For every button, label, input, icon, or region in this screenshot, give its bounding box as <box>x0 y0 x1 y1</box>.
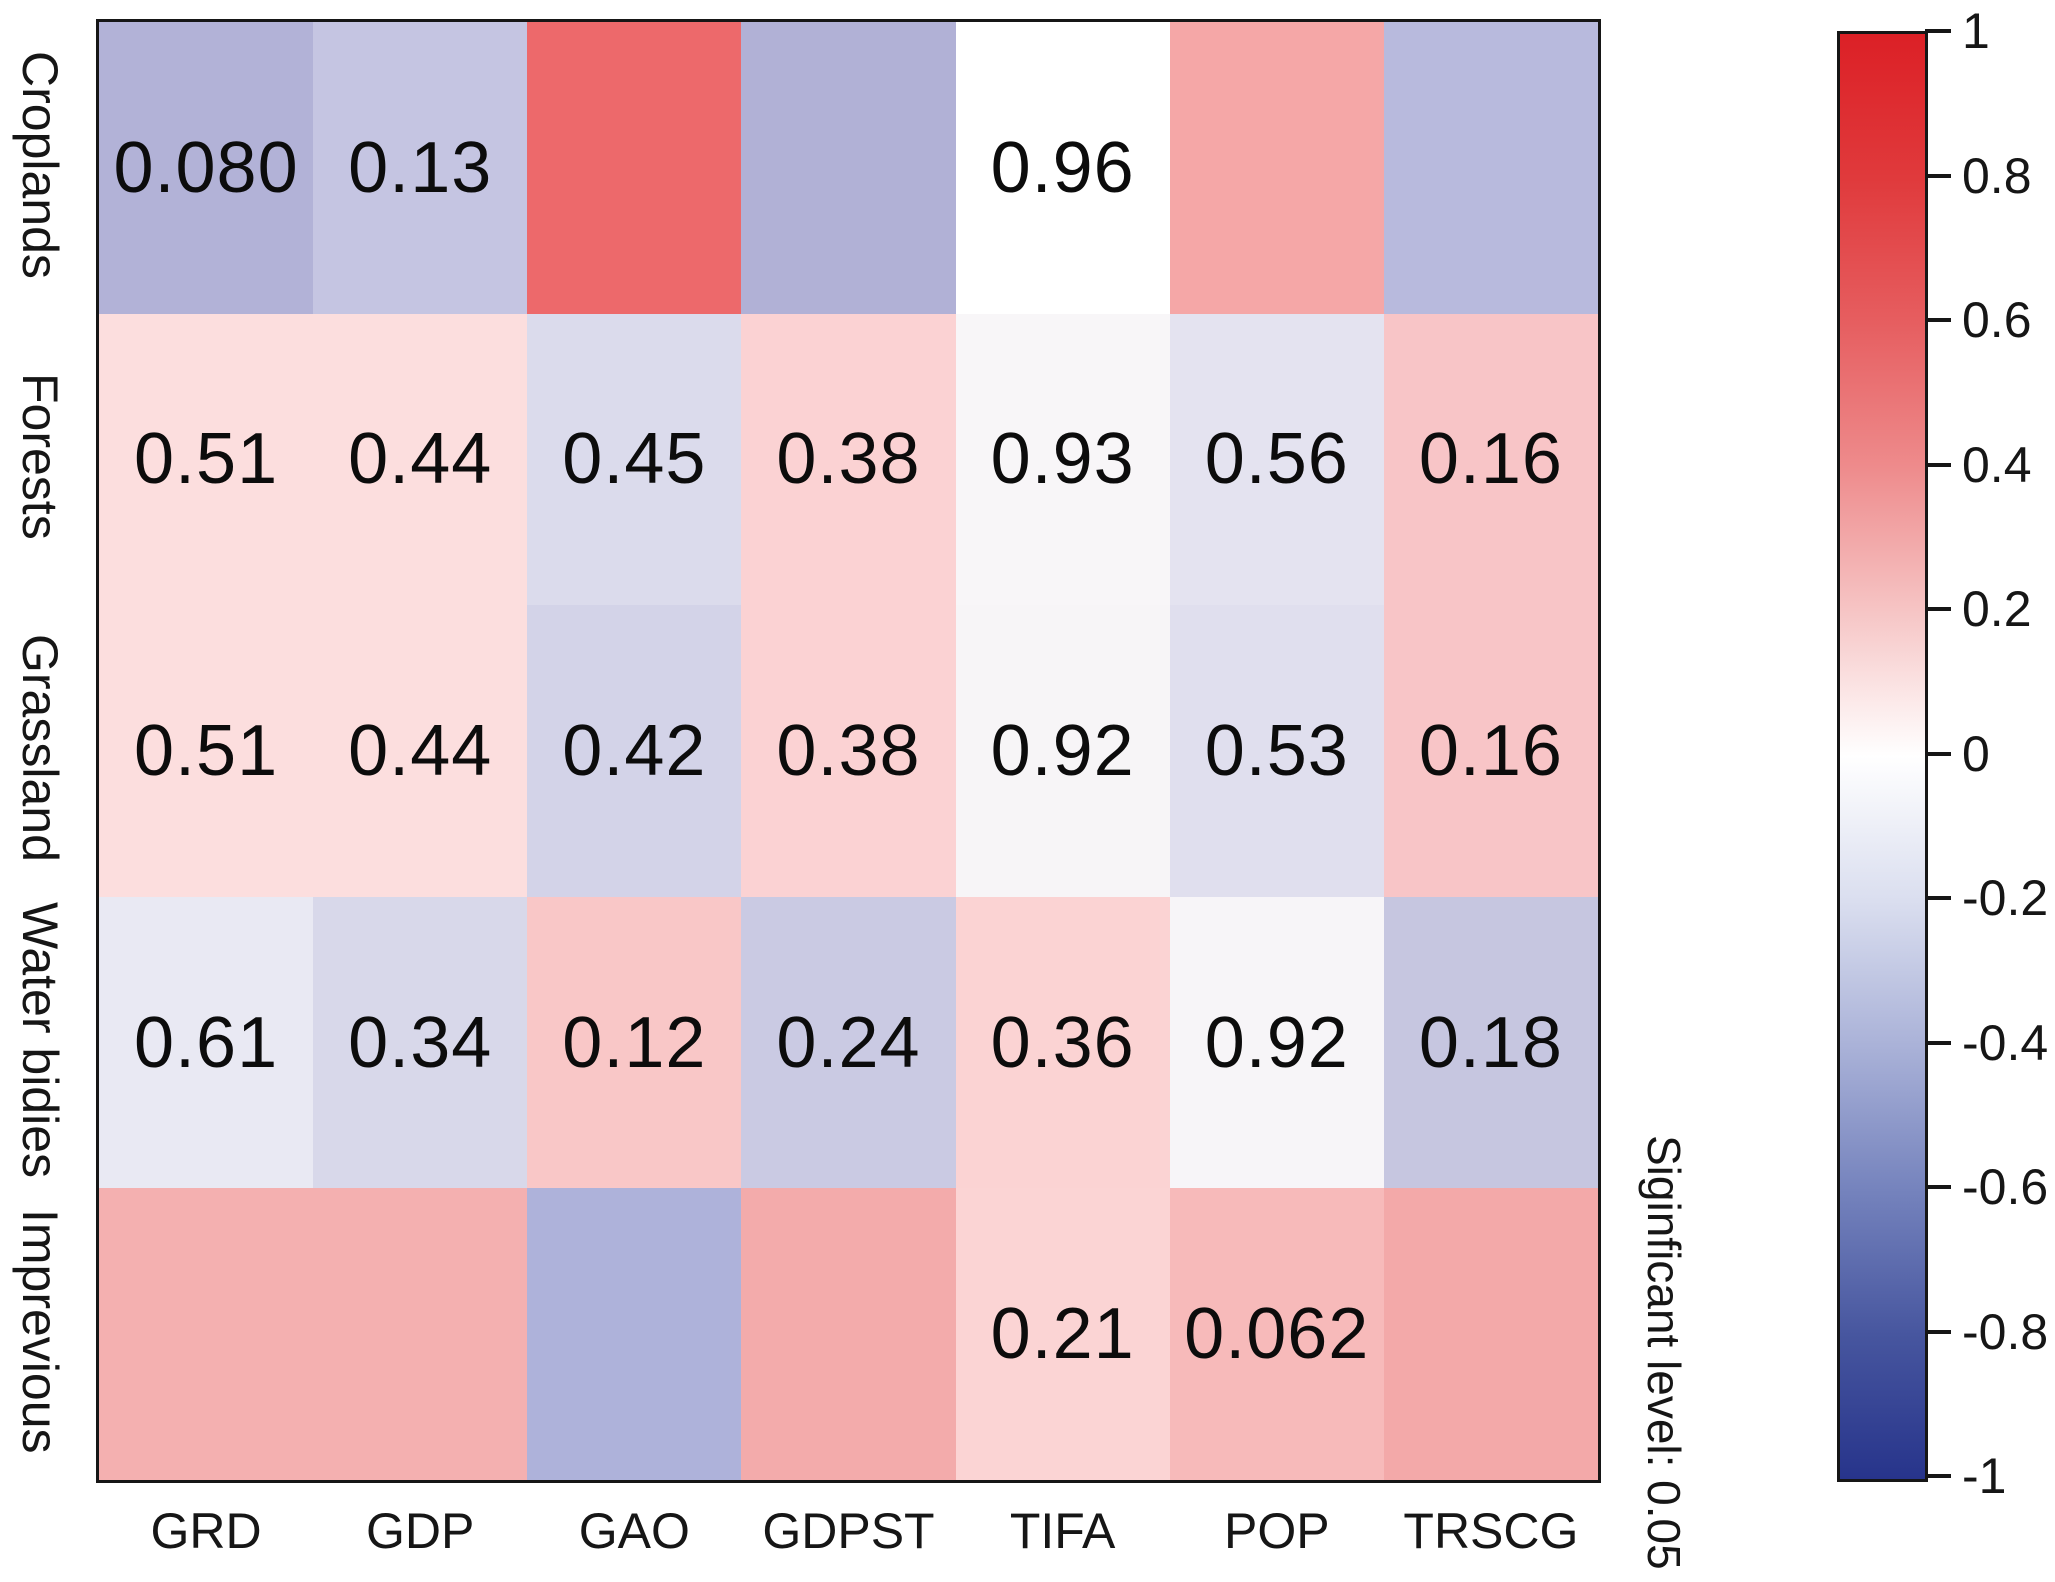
heatmap-cell: 0.062 <box>1169 1188 1384 1480</box>
heatmap-cell: 0.44 <box>313 605 528 897</box>
heatmap-cell <box>527 22 742 314</box>
cell-value: 0.34 <box>348 1002 493 1083</box>
row-label-water-bidies: Water bidies <box>12 901 68 1178</box>
cell-value: 0.51 <box>134 710 279 791</box>
col-label-grd: GRD <box>150 1503 262 1559</box>
col-label-gao: GAO <box>578 1503 690 1559</box>
heatmap-cell: 0.45 <box>527 313 742 606</box>
cell-value: 0.12 <box>562 1002 707 1083</box>
heatmap-cell: 0.92 <box>955 605 1170 897</box>
cell-value: 0.24 <box>776 1002 921 1083</box>
heatmap-cell: 0.44 <box>313 313 528 606</box>
heatmap-cell: 0.96 <box>955 22 1170 314</box>
cell-value: 0.080 <box>113 127 299 208</box>
heatmap-cell <box>1383 1188 1598 1480</box>
heatmap-cell: 0.51 <box>99 605 314 897</box>
cell-value: 0.56 <box>1204 419 1349 500</box>
heatmap-cell: 0.24 <box>741 896 956 1189</box>
heatmap-cell: 0.16 <box>1383 313 1598 606</box>
cell-value: 0.42 <box>562 710 707 791</box>
colorbar-tick-label: 1 <box>1962 3 1990 59</box>
heatmap-cell <box>741 1188 956 1480</box>
heatmap-cell <box>1383 22 1598 314</box>
col-label-gdpst: GDPST <box>762 1503 935 1559</box>
heatmap-cell: 0.12 <box>527 896 742 1189</box>
colorbar-gradient <box>1837 31 1928 1482</box>
heatmap-cell: 0.61 <box>99 896 314 1189</box>
colorbar-tick-mark <box>1925 1040 1951 1045</box>
cell-value: 0.92 <box>1204 1002 1349 1083</box>
colorbar-tick-label: 0.2 <box>1962 581 2032 637</box>
colorbar-tick-mark <box>1925 318 1951 322</box>
heatmap-cell: 0.36 <box>955 896 1170 1189</box>
colorbar-tick-mark <box>1925 751 1951 756</box>
col-label-trscg: TRSCG <box>1403 1503 1579 1559</box>
heatmap-cell: 0.16 <box>1383 605 1598 897</box>
cell-value: 0.53 <box>1204 710 1349 791</box>
cell-value: 0.18 <box>1418 1002 1563 1083</box>
row-label-forests: Forests <box>12 373 68 540</box>
colorbar-tick-mark <box>1925 1329 1951 1334</box>
cell-value: 0.92 <box>990 710 1135 791</box>
heatmap-cell: 0.53 <box>1169 605 1384 897</box>
colorbar-tick-label: -0.8 <box>1962 1303 2049 1360</box>
heatmap-cell: 0.34 <box>313 896 528 1189</box>
cell-value: 0.13 <box>348 127 493 208</box>
cell-value: 0.38 <box>776 710 921 791</box>
row-label-grassland: Grassland <box>12 634 68 862</box>
heatmap-cell: 0.13 <box>313 22 528 314</box>
heatmap-cell <box>99 1188 314 1480</box>
colorbar-tick-label: -0.4 <box>1962 1014 2049 1071</box>
cell-value: 0.44 <box>348 710 493 791</box>
colorbar-tick-label: 0.6 <box>1962 292 2032 348</box>
heatmap-cell: 0.56 <box>1169 313 1384 606</box>
heatmap-cell: 0.38 <box>741 313 956 606</box>
heatmap-cell: 0.42 <box>527 605 742 897</box>
cell-value: 0.36 <box>990 1002 1135 1083</box>
heatmap-cell <box>313 1188 528 1480</box>
colorbar-tick-mark <box>1925 1185 1951 1189</box>
col-label-pop: POP <box>1223 1503 1330 1559</box>
heatmap-cell: 0.51 <box>99 313 314 606</box>
colorbar-tick-label: 0 <box>1962 725 1990 782</box>
cell-value: 0.96 <box>990 127 1135 208</box>
col-label-tifa: TIFA <box>1009 1503 1116 1559</box>
cell-value: 0.51 <box>134 419 279 500</box>
heatmap-cell: 0.38 <box>741 605 956 897</box>
cell-value: 0.61 <box>134 1002 279 1083</box>
colorbar-tick-mark <box>1925 607 1951 611</box>
heatmap-cell: 0.92 <box>1169 896 1384 1189</box>
cell-value: 0.45 <box>562 419 707 500</box>
heatmap-cell <box>527 1188 742 1480</box>
colorbar-tick-mark <box>1925 29 1951 33</box>
heatmap-cell: 0.21 <box>955 1188 1170 1480</box>
heatmap-cell: 0.93 <box>955 313 1170 606</box>
colorbar-tick-mark <box>1925 462 1951 467</box>
cell-value: 0.44 <box>348 419 493 500</box>
cell-value: 0.38 <box>776 419 921 500</box>
colorbar-tick-mark <box>1925 173 1951 178</box>
colorbar-tick-label: 0.8 <box>1962 147 2032 204</box>
colorbar-tick-mark <box>1925 896 1951 900</box>
cell-value: 0.062 <box>1184 1294 1370 1375</box>
row-label-croplands: Croplands <box>12 50 68 279</box>
cell-value: 0.93 <box>990 419 1135 500</box>
significance-note: Siginficant level: 0.05 <box>1638 1135 1690 1570</box>
colorbar-tick-label: 0.4 <box>1962 436 2032 493</box>
heatmap-cell: 0.18 <box>1383 896 1598 1189</box>
cell-value: 0.16 <box>1418 710 1563 791</box>
colorbar-tick-label: -1 <box>1962 1448 2007 1504</box>
colorbar-tick-label: -0.2 <box>1962 870 2049 926</box>
row-label-imprevious: Imprevious <box>12 1208 68 1454</box>
heatmap-cell <box>741 22 956 314</box>
cell-value: 0.16 <box>1418 419 1563 500</box>
heatmap-cell <box>1169 22 1384 314</box>
cell-value: 0.21 <box>990 1294 1135 1375</box>
colorbar-tick-label: -0.6 <box>1962 1159 2049 1215</box>
heatmap-cell: 0.080 <box>99 22 314 314</box>
colorbar-tick-mark <box>1925 1474 1951 1478</box>
heatmap-grid: 0.080 0.13 0.96 0.51 0.44 0.45 0.38 0.93 0.56 0.1… <box>96 19 1601 1483</box>
col-label-gdp: GDP <box>366 1503 475 1559</box>
